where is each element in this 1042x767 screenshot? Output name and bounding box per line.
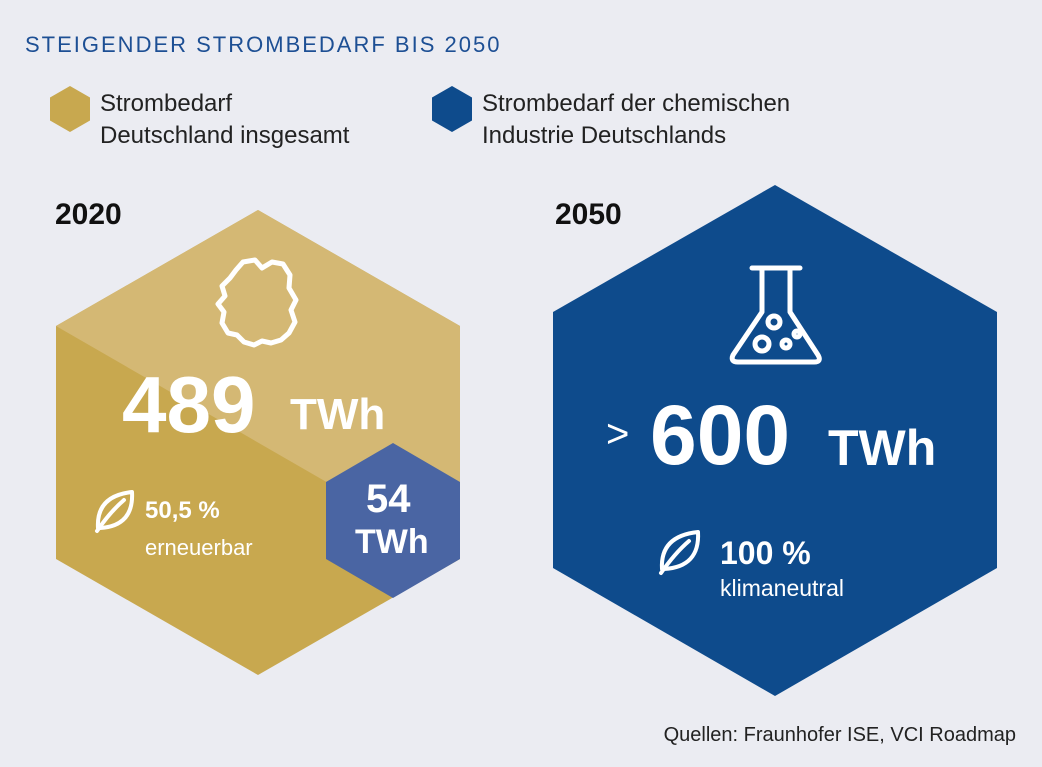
year-2050-label: 2050 — [555, 198, 622, 231]
legend-item-chemical: Strombedarf der chemischen Industrie Deu… — [482, 88, 790, 152]
legend-chemical-line1: Strombedarf der chemischen — [482, 90, 791, 117]
leaf-icon-2050 — [659, 530, 701, 575]
legend-gold-hexagon-icon — [50, 86, 90, 132]
flask-icon — [729, 265, 822, 365]
page-title: STEIGENDER STROMBEDARF BIS 2050 — [25, 32, 502, 57]
total-2020-unit: TWh — [290, 390, 386, 439]
total-2050-value: 600 — [650, 388, 791, 482]
neutral-2050-value: 100 % — [720, 535, 811, 571]
chemical-2020-unit: TWh — [355, 523, 429, 561]
germany-map-icon — [215, 257, 299, 348]
neutral-2050-label: klimaneutral — [720, 575, 844, 601]
chemical-2020-value: 54 — [366, 477, 411, 521]
hexagon-chemical-2020 — [326, 443, 460, 598]
legend-chemical-line2: Industrie Deutschlands — [482, 122, 727, 149]
legend-item-total: Strombedarf Deutschland insgesamt — [100, 88, 349, 152]
renewable-2020-value: 50,5 % — [145, 497, 220, 524]
hexagon-2020 — [56, 210, 460, 675]
total-2050-unit: TWh — [828, 420, 937, 476]
leaf-icon — [95, 490, 135, 533]
legend-total-line1: Strombedarf — [100, 90, 233, 117]
greater-than-sign: > — [606, 412, 630, 456]
source-note: Quellen: Fraunhofer ISE, VCI Roadmap — [663, 724, 1016, 746]
year-2020-label: 2020 — [55, 198, 122, 231]
legend-total-line2: Deutschland insgesamt — [100, 122, 350, 149]
renewable-2020-label: erneuerbar — [145, 535, 253, 560]
total-2020-value: 489 — [122, 360, 256, 449]
legend-blue-hexagon-icon — [432, 86, 472, 132]
